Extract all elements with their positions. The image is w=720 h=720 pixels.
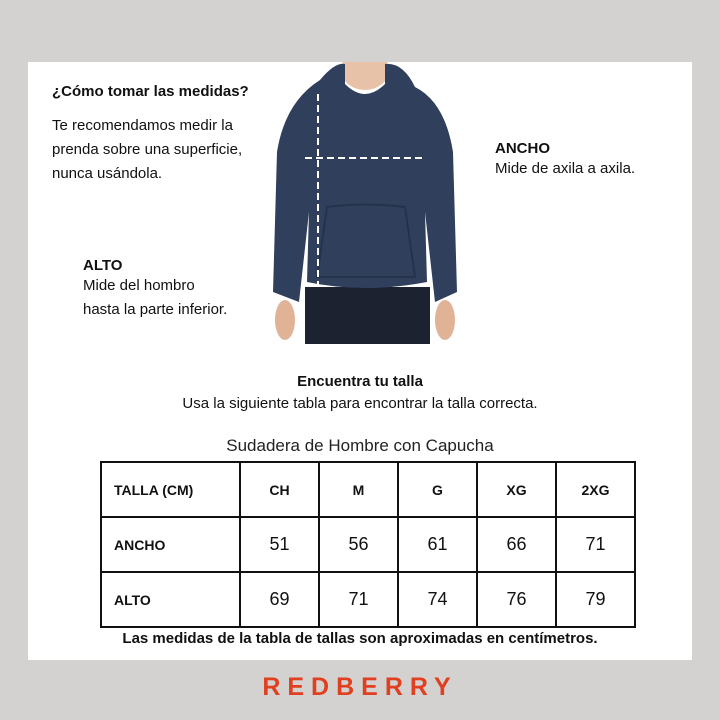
table-caption: Sudadera de Hombre con Capucha <box>226 436 494 455</box>
header-cell: 2XG <box>555 461 636 518</box>
alto-line: Mide del hombro <box>83 277 195 294</box>
cell: 71 <box>555 516 636 573</box>
cell: 76 <box>476 571 557 628</box>
cell: 61 <box>397 516 478 573</box>
hand <box>435 300 455 340</box>
howto-line: Te recomendamos medir la <box>52 117 233 134</box>
header-cell: TALLA (CM) <box>100 461 241 518</box>
find-subtitle: Usa la siguiente tabla para encontrar la… <box>182 395 538 412</box>
cell: 79 <box>555 571 636 628</box>
alto-title: ALTO <box>83 257 123 274</box>
size-table: TALLA (CM) CH M G XG 2XG ANCHO 51 56 61 … <box>100 461 636 628</box>
neck <box>341 62 389 90</box>
cell: 69 <box>239 571 320 628</box>
howto-line: nunca usándola. <box>52 165 163 182</box>
howto-line: prenda sobre una superficie, <box>52 141 243 158</box>
cell: 66 <box>476 516 557 573</box>
cell: 51 <box>239 516 320 573</box>
table-row: ANCHO 51 56 61 66 71 <box>100 516 636 573</box>
brand-logo: REDBERRY <box>262 673 458 701</box>
header-cell: G <box>397 461 478 518</box>
cell: 71 <box>318 571 399 628</box>
header-cell: CH <box>239 461 320 518</box>
howto-title: ¿Cómo tomar las medidas? <box>52 83 249 100</box>
ancho-title: ANCHO <box>495 140 550 157</box>
row-label: ANCHO <box>100 516 241 573</box>
alto-line: hasta la parte inferior. <box>83 301 228 318</box>
find-title: Encuentra tu talla <box>297 373 423 390</box>
table-note: Las medidas de la tabla de tallas son ap… <box>122 630 598 647</box>
hoodie-image <box>273 62 457 344</box>
jeans <box>305 287 430 344</box>
hand <box>275 300 295 340</box>
header-cell: XG <box>476 461 557 518</box>
table-row: ALTO 69 71 74 76 79 <box>100 571 636 628</box>
cell: 74 <box>397 571 478 628</box>
alto-desc: Mide del hombro hasta la parte inferior. <box>83 274 227 322</box>
row-label: ALTO <box>100 571 241 628</box>
pocket <box>315 203 417 278</box>
cell: 56 <box>318 516 399 573</box>
hoodie <box>273 63 457 302</box>
howto-text: Te recomendamos medir la prenda sobre un… <box>52 114 242 186</box>
table-header-row: TALLA (CM) CH M G XG 2XG <box>100 461 636 518</box>
header-cell: M <box>318 461 399 518</box>
ancho-desc: Mide de axila a axila. <box>495 160 636 177</box>
